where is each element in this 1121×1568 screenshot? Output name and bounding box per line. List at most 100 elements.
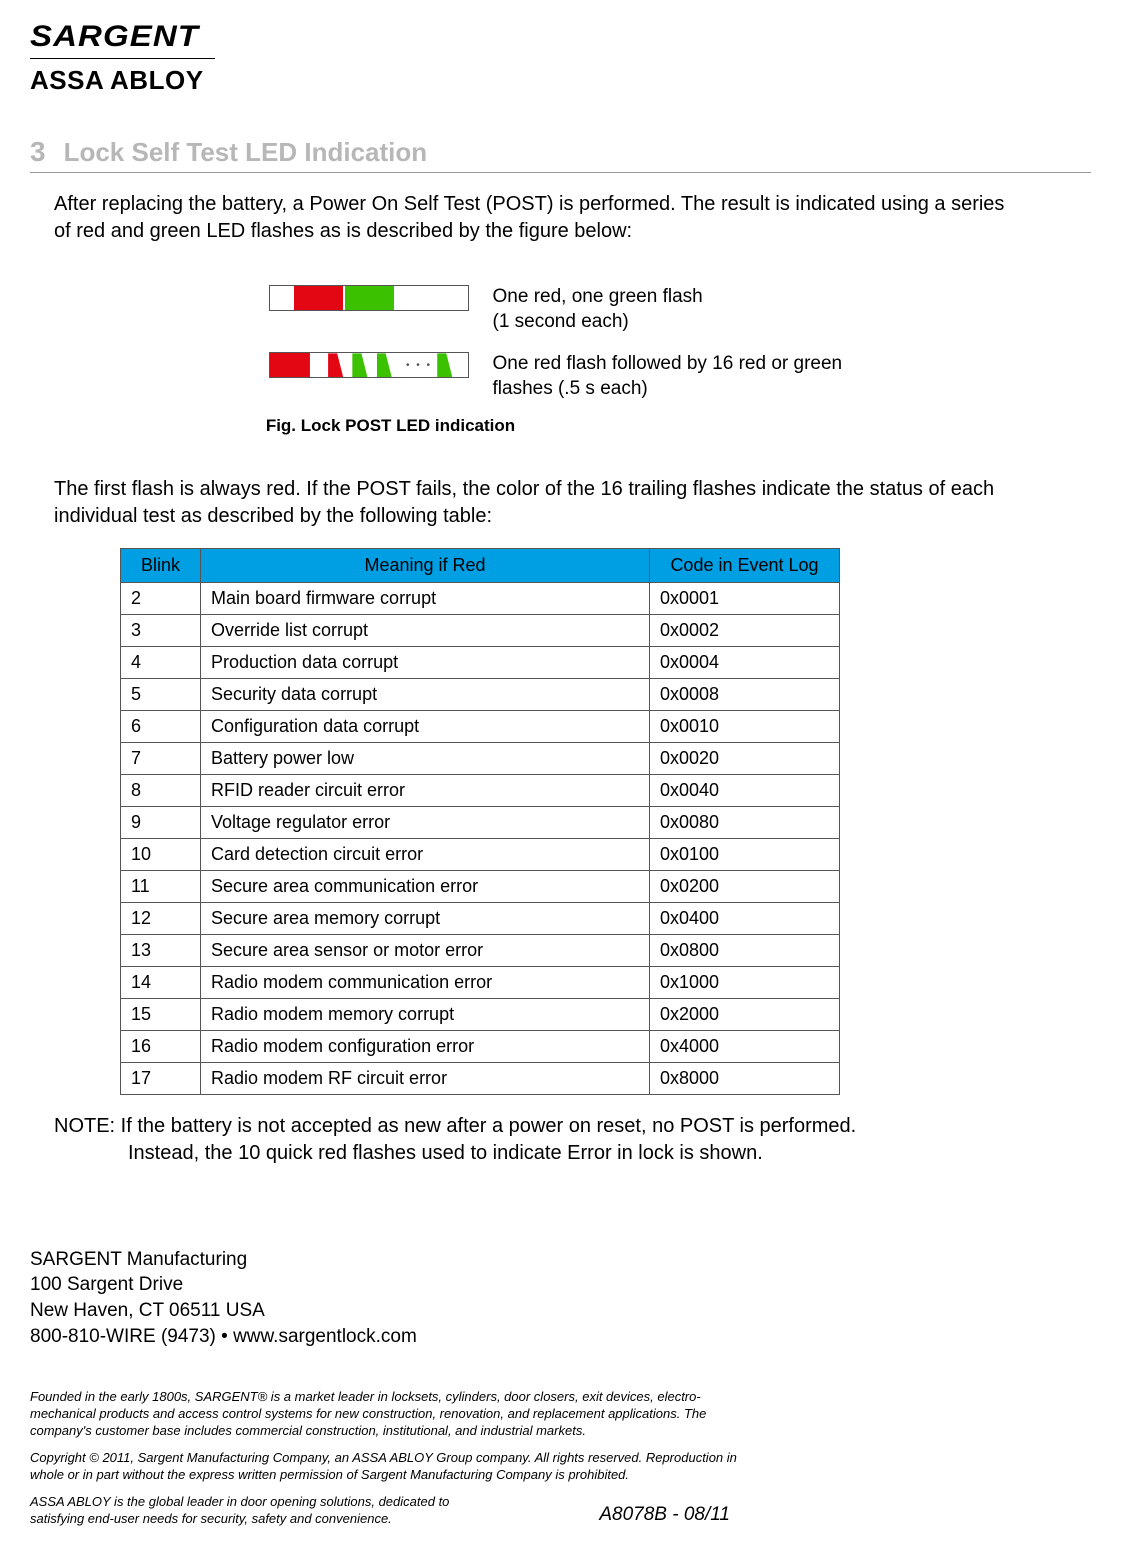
cell-code: 0x0040 <box>650 774 840 806</box>
led-segment <box>270 286 294 310</box>
footer-fine-print: Founded in the early 1800s, SARGENT® is … <box>30 1389 750 1527</box>
figure-block: One red, one green flash (1 second each)… <box>30 285 1091 436</box>
led-segment <box>394 286 467 310</box>
cell-blink: 15 <box>121 998 201 1030</box>
cell-blink: 2 <box>121 582 201 614</box>
led-segment <box>392 353 401 377</box>
section-number: 3 <box>30 136 46 168</box>
contact-addr2: New Haven, CT 06511 USA <box>30 1298 1091 1324</box>
cell-meaning: Security data corrupt <box>201 678 650 710</box>
cell-meaning: Card detection circuit error <box>201 838 650 870</box>
led-segment <box>345 286 394 310</box>
table-row: 12Secure area memory corrupt0x0400 <box>121 902 840 934</box>
logo-divider <box>30 58 215 59</box>
note-line-2: Instead, the 10 quick red flashes used t… <box>128 1140 1091 1167</box>
cell-meaning: Production data corrupt <box>201 646 650 678</box>
table-row: 17Radio modem RF circuit error0x8000 <box>121 1062 840 1094</box>
cell-code: 0x0001 <box>650 582 840 614</box>
led-segment <box>343 353 352 377</box>
cell-blink: 16 <box>121 1030 201 1062</box>
led-segment <box>310 353 328 377</box>
figure-row-1: One red, one green flash (1 second each) <box>269 285 853 334</box>
cell-code: 0x0004 <box>650 646 840 678</box>
cell-code: 0x4000 <box>650 1030 840 1062</box>
cell-code: 0x0200 <box>650 870 840 902</box>
cell-code: 0x0400 <box>650 902 840 934</box>
table-row: 3Override list corrupt0x0002 <box>121 614 840 646</box>
cell-blink: 8 <box>121 774 201 806</box>
table-row: 7Battery power low0x0020 <box>121 742 840 774</box>
cell-code: 0x0020 <box>650 742 840 774</box>
table-row: 2Main board firmware corrupt0x0001 <box>121 582 840 614</box>
cell-meaning: Secure area memory corrupt <box>201 902 650 934</box>
note-block: NOTE: If the battery is not accepted as … <box>54 1113 1091 1167</box>
led-sequence-1 <box>269 285 469 311</box>
led-segment <box>352 353 367 377</box>
section-title: Lock Self Test LED Indication <box>64 137 428 168</box>
led-segment <box>328 353 343 377</box>
section-header: 3 Lock Self Test LED Indication <box>30 136 1091 173</box>
cell-meaning: RFID reader circuit error <box>201 774 650 806</box>
cell-blink: 13 <box>121 934 201 966</box>
figure-row-2: • • • One red flash followed by 16 red o… <box>269 352 853 401</box>
cell-code: 0x1000 <box>650 966 840 998</box>
cell-code: 0x8000 <box>650 1062 840 1094</box>
cell-code: 0x0080 <box>650 806 840 838</box>
contact-phone-web: 800-810-WIRE (9473) • www.sargentlock.co… <box>30 1324 1091 1350</box>
contact-company: SARGENT Manufacturing <box>30 1247 1091 1273</box>
cell-blink: 3 <box>121 614 201 646</box>
document-code: A8078B - 08/11 <box>599 1503 730 1528</box>
figure-label-2: One red flash followed by 16 red or gree… <box>493 352 853 401</box>
cell-meaning: Configuration data corrupt <box>201 710 650 742</box>
cell-blink: 14 <box>121 966 201 998</box>
cell-meaning: Radio modem configuration error <box>201 1030 650 1062</box>
cell-code: 0x2000 <box>650 998 840 1030</box>
cell-blink: 9 <box>121 806 201 838</box>
cell-code: 0x0100 <box>650 838 840 870</box>
fine-p3: ASSA ABLOY is the global leader in door … <box>30 1494 490 1528</box>
cell-blink: 11 <box>121 870 201 902</box>
cell-meaning: Override list corrupt <box>201 614 650 646</box>
cell-code: 0x0010 <box>650 710 840 742</box>
post-table: Blink Meaning if Red Code in Event Log 2… <box>120 548 840 1095</box>
figure-caption: Fig. Lock POST LED indication <box>266 416 515 436</box>
cell-blink: 12 <box>121 902 201 934</box>
note-line-1: NOTE: If the battery is not accepted as … <box>54 1115 856 1137</box>
cell-meaning: Radio modem memory corrupt <box>201 998 650 1030</box>
logo-sargent: SARGENT <box>30 20 1121 54</box>
table-row: 14Radio modem communication error0x1000 <box>121 966 840 998</box>
led-sequence-2: • • • <box>269 352 469 378</box>
cell-blink: 10 <box>121 838 201 870</box>
cell-meaning: Secure area communication error <box>201 870 650 902</box>
led-segment <box>368 353 377 377</box>
cell-meaning: Battery power low <box>201 742 650 774</box>
logo-assaabloy: ASSA ABLOY <box>30 65 1091 96</box>
cell-blink: 7 <box>121 742 201 774</box>
table-row: 5Security data corrupt0x0008 <box>121 678 840 710</box>
figure-label-1: One red, one green flash (1 second each) <box>493 285 703 334</box>
fine-p2: Copyright © 2011, Sargent Manufacturing … <box>30 1450 750 1484</box>
table-row: 13Secure area sensor or motor error0x080… <box>121 934 840 966</box>
led-segment <box>294 286 343 310</box>
logo-block: SARGENT ASSA ABLOY <box>30 20 1091 96</box>
table-row: 9Voltage regulator error0x0080 <box>121 806 840 838</box>
table-row: 8RFID reader circuit error0x0040 <box>121 774 840 806</box>
table-row: 10Card detection circuit error0x0100 <box>121 838 840 870</box>
cell-blink: 4 <box>121 646 201 678</box>
table-row: 11Secure area communication error0x0200 <box>121 870 840 902</box>
intro-paragraph: After replacing the battery, a Power On … <box>54 191 1011 245</box>
cell-meaning: Main board firmware corrupt <box>201 582 650 614</box>
cell-meaning: Radio modem RF circuit error <box>201 1062 650 1094</box>
cell-code: 0x0800 <box>650 934 840 966</box>
table-row: 15Radio modem memory corrupt0x2000 <box>121 998 840 1030</box>
fine-p1: Founded in the early 1800s, SARGENT® is … <box>30 1389 750 1440</box>
footer-contact: SARGENT Manufacturing 100 Sargent Drive … <box>30 1247 1091 1350</box>
led-segment <box>452 353 467 377</box>
col-code-header: Code in Event Log <box>650 548 840 582</box>
led-segment: • • • <box>401 353 437 377</box>
col-meaning-header: Meaning if Red <box>201 548 650 582</box>
led-segment <box>377 353 392 377</box>
table-row: 6Configuration data corrupt0x0010 <box>121 710 840 742</box>
cell-blink: 17 <box>121 1062 201 1094</box>
cell-code: 0x0008 <box>650 678 840 710</box>
